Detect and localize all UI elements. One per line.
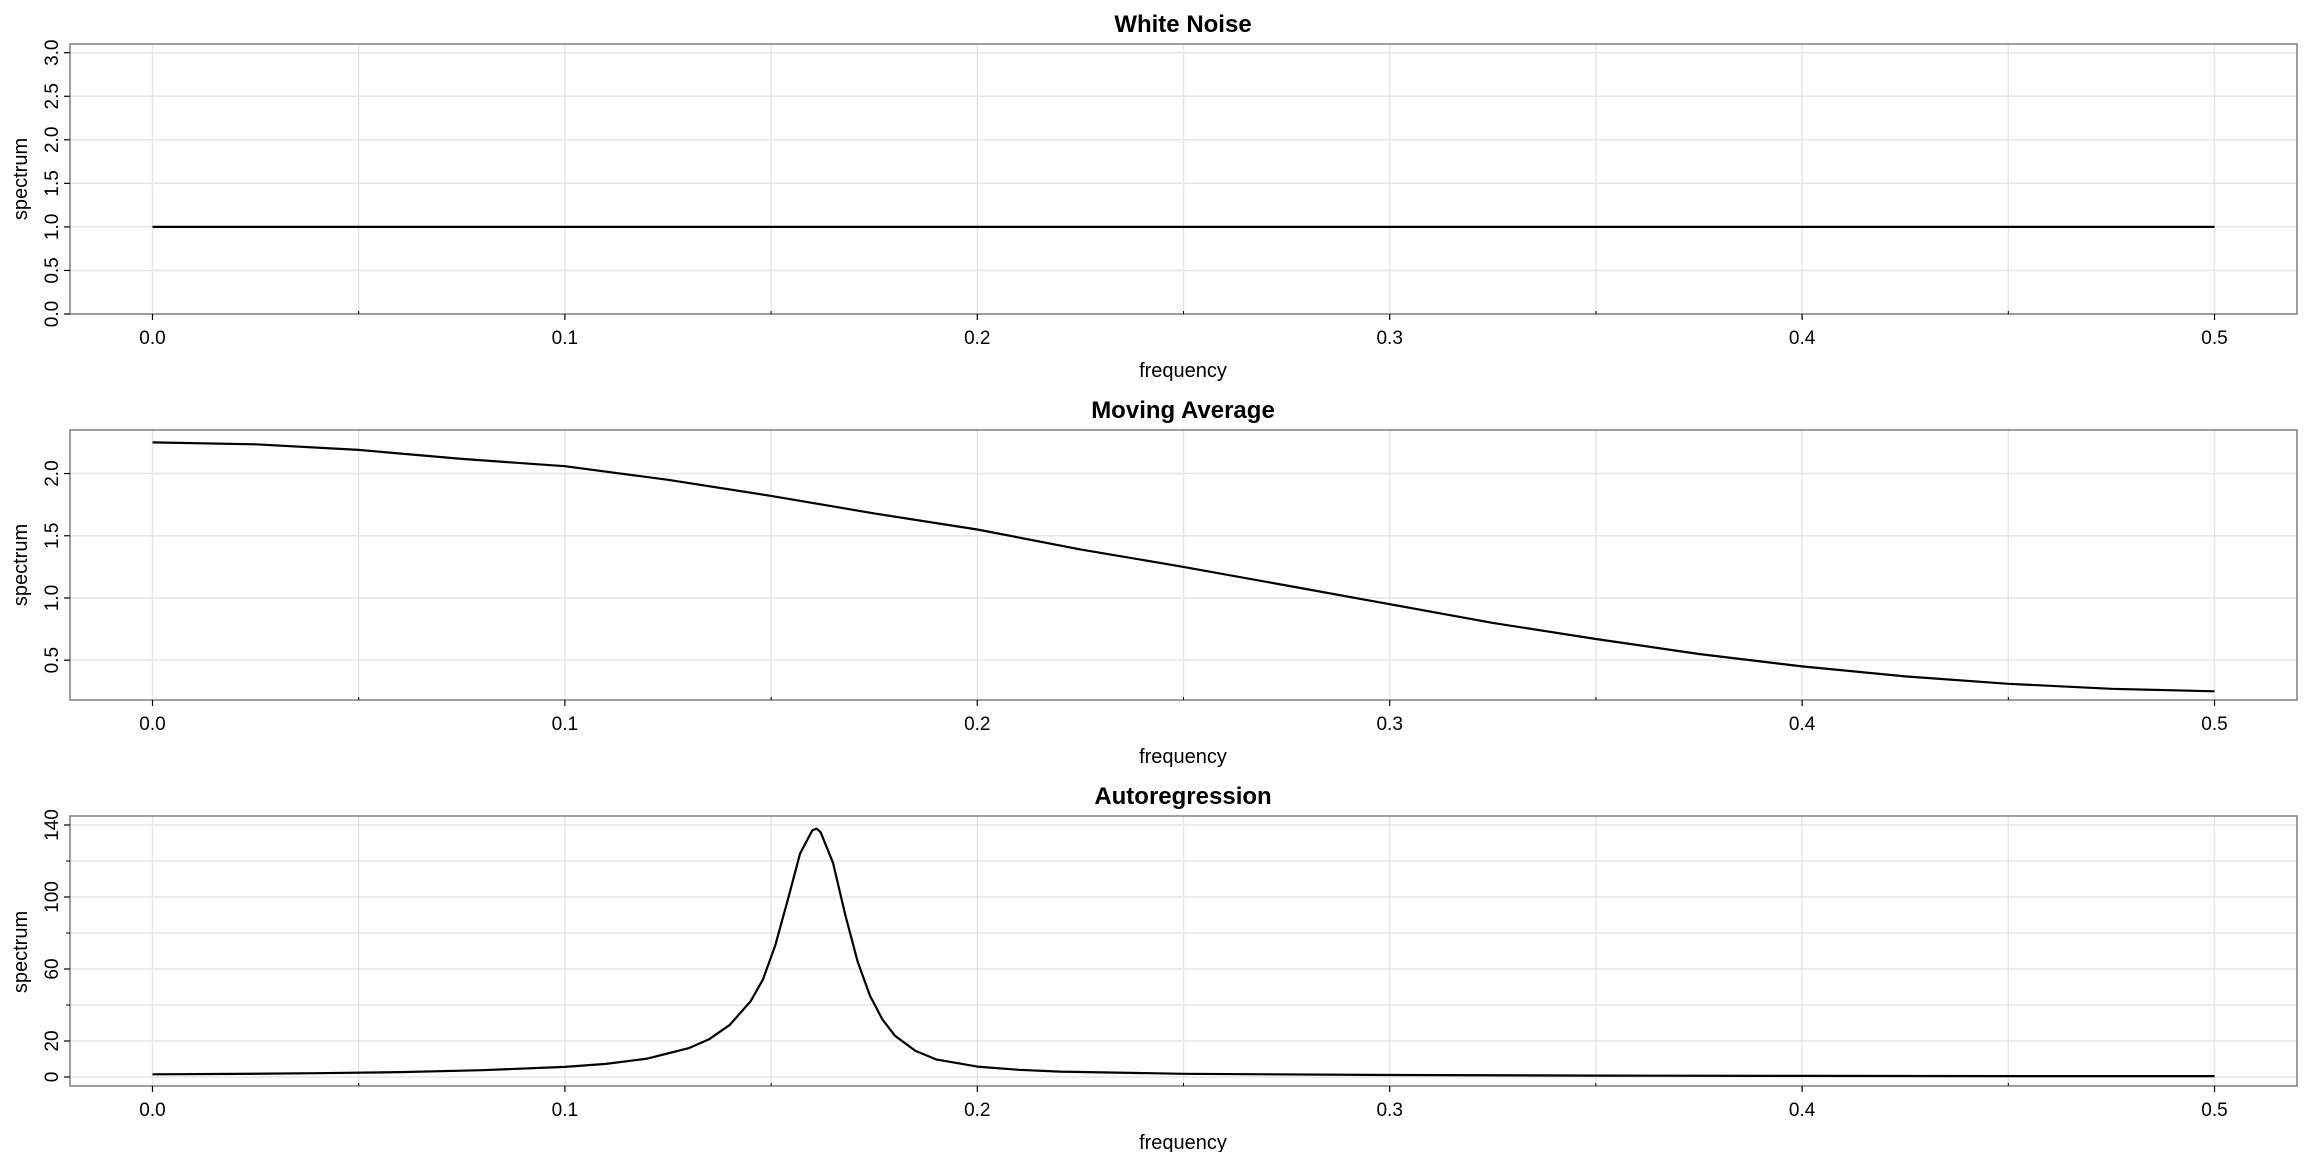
x-tick-label: 0.3 [1376,328,1402,349]
x-tick-label: 0.5 [2201,1100,2227,1121]
y-tick-label: 140 [42,809,63,841]
plot-area: 0.0 0.1 0.2 0.3 0.4 0.5 0.0 0.5 1.0 1.5 2.0 2.5 3.0 [42,39,2298,349]
y-tick-label: 1.0 [42,585,63,611]
x-tick-label: 0.0 [139,328,165,349]
x-tick-label: 0.2 [964,328,990,349]
y-tick-label: 100 [42,881,63,913]
x-tick-label: 0.5 [2201,714,2227,735]
y-tick-label: 0.0 [42,301,63,327]
y-tick-label: 2.0 [42,460,63,486]
x-tick-label: 0.1 [552,328,578,349]
x-tick-label: 0.2 [964,1100,990,1121]
y-tick-label: 3.0 [42,39,63,65]
y-axis-label: spectrum [10,524,32,606]
x-tick-label: 0.4 [1789,328,1816,349]
x-axis-label: frequency [1139,360,1227,382]
chart-title: Autoregression [1094,783,1271,810]
panel-autoregression: Autoregression 0.0 0.1 0.2 0.3 0.4 0.5 0 20 60 10… [10,783,2298,1152]
series-line [152,827,2215,1078]
x-tick-label: 0.4 [1789,714,1816,735]
y-axis-label: spectrum [10,138,32,220]
y-axis-label: spectrum [10,911,32,993]
y-tick-label: 20 [42,1030,63,1051]
panel-moving-average: Moving Average 0.0 0.1 0.2 0.3 0.4 0.5 0.5 1.0 1… [10,397,2298,768]
panel-white-noise: White Noise 0.0 0.1 0.2 0.3 0.4 0.5 0.0 0.5 1.0 1… [10,11,2298,382]
chart-title: White Noise [1114,11,1251,38]
x-tick-label: 0.0 [139,1100,165,1121]
x-axis-label: frequency [1139,1132,1227,1152]
x-tick-label: 0.5 [2201,328,2227,349]
x-tick-label: 0.1 [552,1100,578,1121]
y-tick-label: 0.5 [42,257,63,283]
y-tick-label: 2.5 [42,83,63,109]
x-tick-label: 0.2 [964,714,990,735]
y-tick-label: 0.5 [42,647,63,673]
y-tick-label: 2.0 [42,127,63,153]
x-tick-label: 0.3 [1376,714,1402,735]
plot-area: 0.0 0.1 0.2 0.3 0.4 0.5 0 20 60 100 140 [42,809,2298,1121]
y-tick-label: 1.5 [42,170,63,196]
x-tick-label: 0.4 [1789,1100,1816,1121]
plot-area: 0.0 0.1 0.2 0.3 0.4 0.5 0.5 1.0 1.5 2.0 [42,429,2298,735]
y-tick-label: 1.5 [42,523,63,549]
chart-title: Moving Average [1091,397,1275,424]
series-line [152,441,2215,693]
x-tick-label: 0.1 [552,714,578,735]
y-tick-label: 1.0 [42,214,63,240]
x-axis-label: frequency [1139,746,1227,768]
x-tick-label: 0.0 [139,714,165,735]
x-tick-label: 0.3 [1376,1100,1402,1121]
y-tick-label: 60 [42,958,63,979]
y-tick-label: 0 [42,1072,63,1083]
